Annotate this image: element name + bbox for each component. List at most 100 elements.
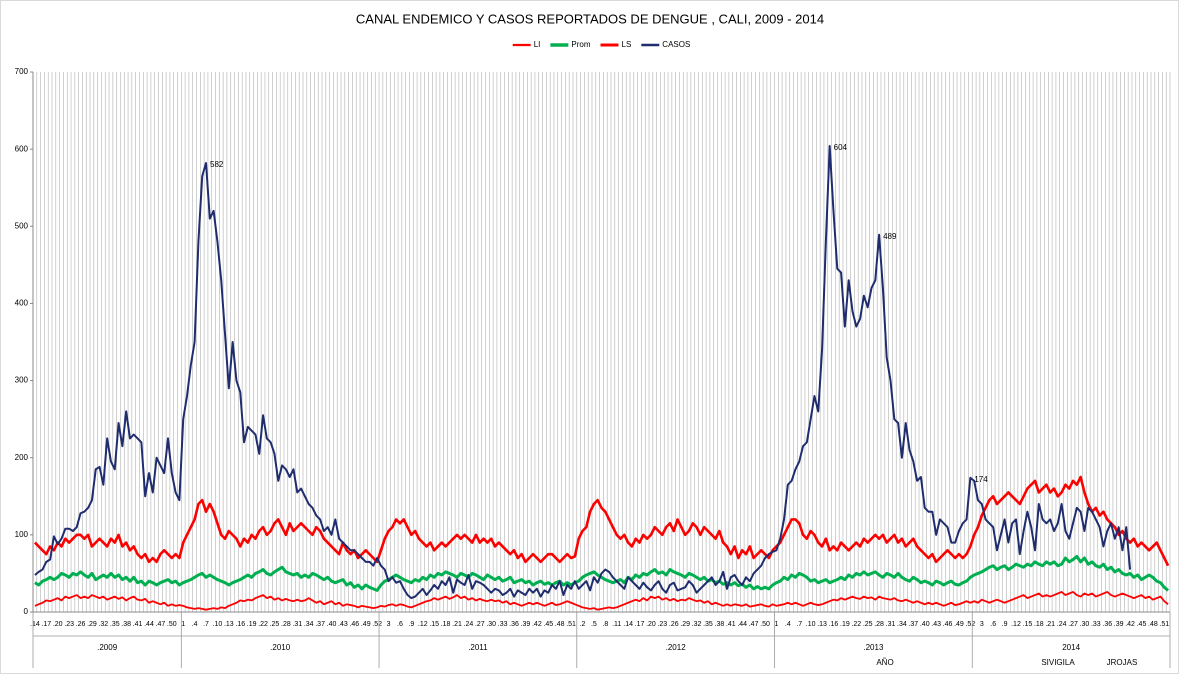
x-tick-label: .24 (1057, 621, 1067, 628)
x-tick-label: .13 (224, 621, 234, 628)
x-tick-label: .27 (1068, 621, 1078, 628)
x-tick-label: .34 (304, 621, 314, 628)
x-tick-label: .8 (602, 621, 608, 628)
x-tick-label: .17 (41, 621, 51, 628)
x-tick-label: .28 (281, 621, 291, 628)
x-tick-label: .33 (498, 621, 508, 628)
x-tick-label: .19 (247, 621, 257, 628)
x-tick-label: .31 (886, 621, 896, 628)
x-tick-label: .52 (372, 621, 382, 628)
y-tick-label: 100 (15, 530, 29, 539)
note: SIVIGILA (1041, 658, 1075, 667)
x-tick-label: .16 (829, 621, 839, 628)
x-tick-label: .40 (327, 621, 337, 628)
y-tick-label: 400 (15, 299, 29, 308)
x-tick-label: .18 (1034, 621, 1044, 628)
y-tick-label: 700 (15, 67, 29, 76)
x-tick-label: .21 (452, 621, 462, 628)
x-tick-label: .4 (192, 621, 198, 628)
x-tick-label: .9 (1002, 621, 1008, 628)
x-tick-label: .46 (349, 621, 359, 628)
x-tick-label: .38 (715, 621, 725, 628)
x-tick-label: .37 (315, 621, 325, 628)
y-tick-label: 500 (15, 221, 29, 230)
x-tick-label: .12 (418, 621, 428, 628)
legend-label: LI (534, 40, 541, 49)
x-tick-label: 1 (181, 621, 185, 628)
series-line (33, 475, 1170, 567)
x-tick-label: .44 (737, 621, 747, 628)
x-tick-label: .25 (270, 621, 280, 628)
x-tick-label: .5 (591, 621, 597, 628)
x-tick-label: .22 (851, 621, 861, 628)
x-tick-label: .22 (258, 621, 268, 628)
x-tick-label: .21 (1045, 621, 1055, 628)
x-tick-label: .36 (1102, 621, 1112, 628)
x-group-label: .2009 (97, 643, 118, 652)
x-tick-label: .10 (806, 621, 816, 628)
x-tick-label: .35 (110, 621, 120, 628)
x-tick-label: .44 (144, 621, 154, 628)
x-tick-label: .28 (874, 621, 884, 628)
y-tick-label: 200 (15, 453, 29, 462)
x-tick-label: .29 (87, 621, 97, 628)
x-tick-label: .15 (1023, 621, 1033, 628)
x-tick-label: .23 (657, 621, 667, 628)
legend: LI Prom LS CASOS (512, 40, 690, 49)
y-tick-label: 300 (15, 376, 29, 385)
x-tick-label: .41 (133, 621, 143, 628)
x-tick-label: .46 (943, 621, 953, 628)
data-label: 604 (834, 143, 848, 152)
x-tick-label: .48 (555, 621, 565, 628)
x-group-label: .2010 (270, 643, 291, 652)
x-tick-label: .20 (53, 621, 63, 628)
x-tick-label: .10 (213, 621, 223, 628)
x-tick-label: .49 (361, 621, 371, 628)
x-tick-label: .43 (338, 621, 348, 628)
x-tick-label: .39 (1114, 621, 1124, 628)
data-label: 489 (883, 232, 897, 241)
x-tick-label: .19 (840, 621, 850, 628)
x-tick-label: .9 (408, 621, 414, 628)
x-group-label: 2014 (1062, 643, 1080, 652)
x-tick-label: .37 (908, 621, 918, 628)
data-label: 174 (974, 475, 988, 484)
x-tick-label: .50 (167, 621, 177, 628)
x-tick-label: .17 (635, 621, 645, 628)
x-tick-label: .47 (749, 621, 759, 628)
x-tick-label: 1 (774, 621, 778, 628)
x-tick-label: .41 (726, 621, 736, 628)
x-group-label: .2011 (468, 643, 488, 652)
x-tick-label: .36 (509, 621, 519, 628)
x-tick-label: .18 (441, 621, 451, 628)
x-group-label: .2013 (863, 643, 884, 652)
x-tick-label: .51 (566, 621, 576, 628)
x-tick-label: .42 (532, 621, 542, 628)
x-axis-label: AÑO (876, 658, 893, 667)
x-tick-label: .45 (1137, 621, 1147, 628)
x-tick-label: .52 (965, 621, 975, 628)
x-tick-label: .12 (1011, 621, 1021, 628)
x-tick-label: .15 (429, 621, 439, 628)
x-tick-label: .6 (990, 621, 996, 628)
x-group-label: .2012 (666, 643, 687, 652)
x-tick-label: .42 (1125, 621, 1135, 628)
x-tick-label: 3 (980, 621, 984, 628)
x-tick-label: .48 (1148, 621, 1158, 628)
x-tick-label: .30 (486, 621, 496, 628)
x-tick-label: .39 (521, 621, 531, 628)
x-tick-label: .27 (475, 621, 485, 628)
legend-label: LS (621, 40, 631, 49)
x-tick-label: .25 (863, 621, 873, 628)
legend-label: Prom (571, 40, 590, 49)
x-tick-label: .16 (235, 621, 245, 628)
x-tick-label: .4 (785, 621, 791, 628)
x-tick-label: .32 (98, 621, 108, 628)
x-tick-label: .14 (30, 621, 40, 628)
x-tick-label: .49 (954, 621, 964, 628)
x-tick-label: .7 (796, 621, 802, 628)
x-tick-label: .7 (203, 621, 209, 628)
chart-title: CANAL ENDEMICO Y CASOS REPORTADOS DE DEN… (356, 11, 824, 26)
